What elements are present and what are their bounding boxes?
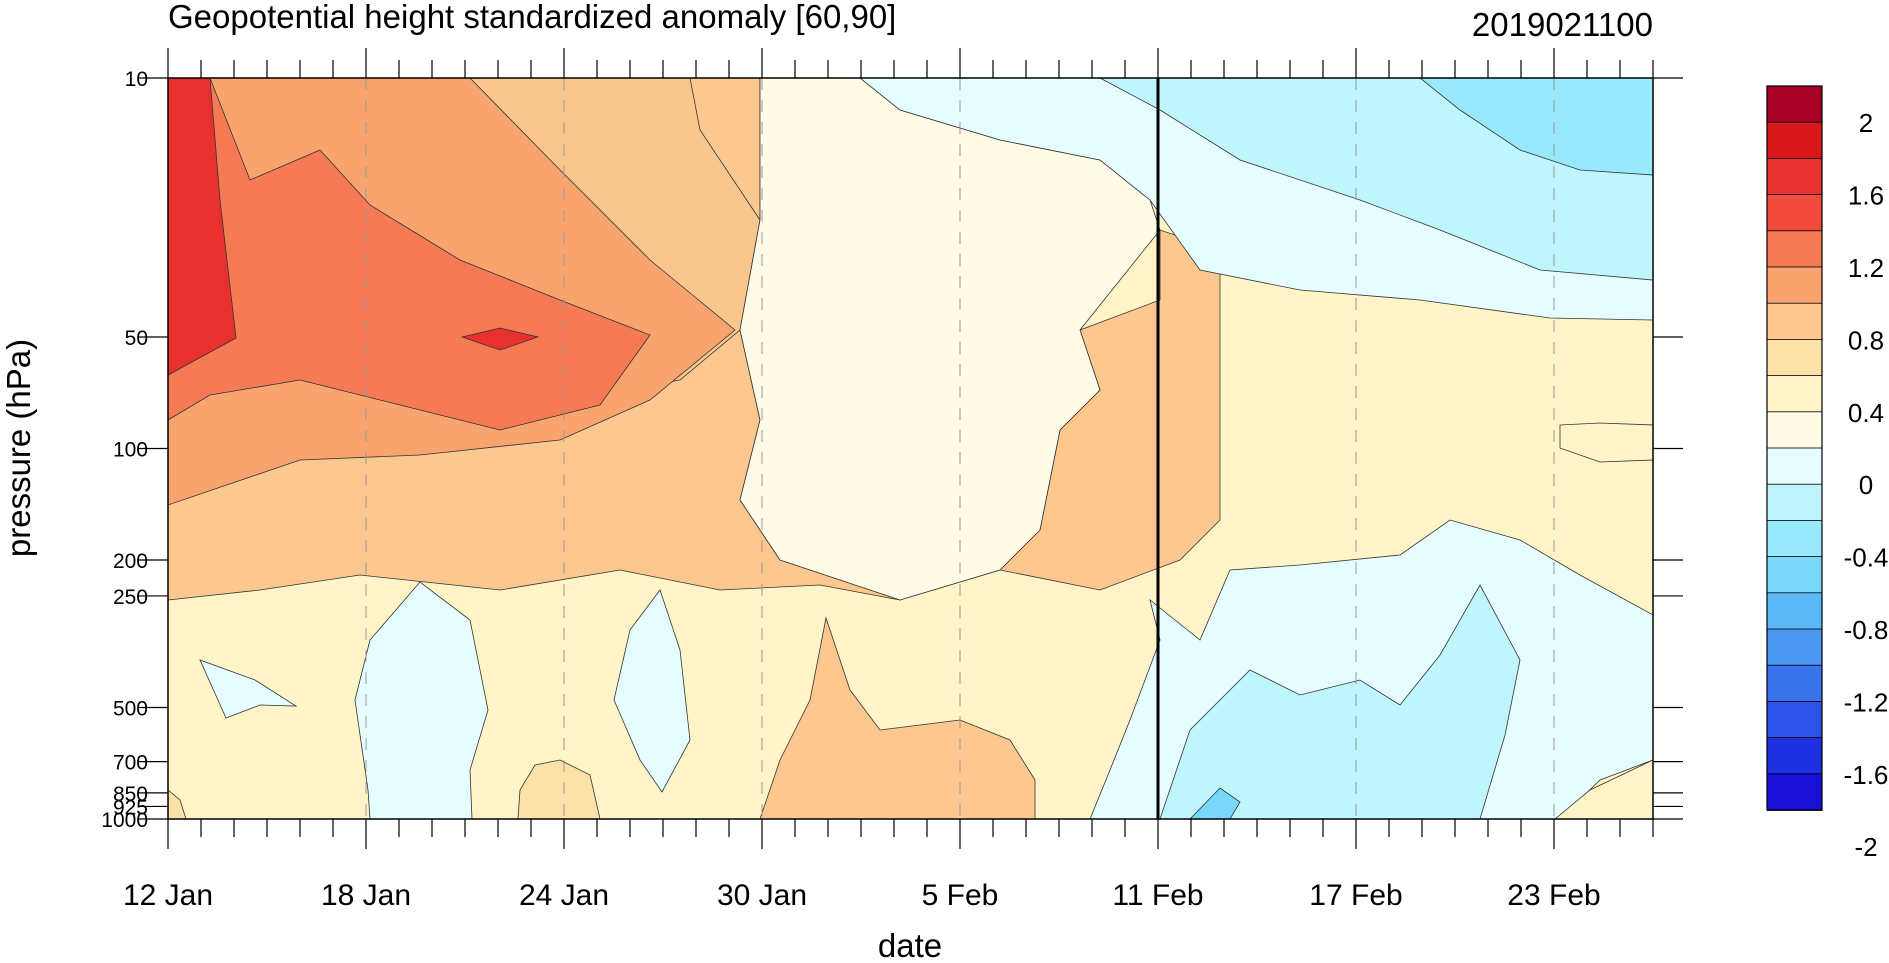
colorbar-label: -0.4 xyxy=(1844,543,1889,573)
colorbar-swatch xyxy=(1766,85,1823,124)
contour-region-pos-lower-left xyxy=(517,759,601,819)
contour-region-neg-lower-3 xyxy=(613,589,691,793)
colorbar-swatch xyxy=(1766,302,1823,341)
colorbar-label: -2 xyxy=(1854,832,1877,862)
contour-region-neg-0.6 xyxy=(1419,78,1653,176)
colorbar-swatch xyxy=(1766,773,1823,811)
colorbar-swatch xyxy=(1766,520,1823,558)
colorbar-swatch xyxy=(1766,556,1823,594)
y-axis-label: pressure (hPa) xyxy=(0,339,37,557)
contour-region-neg-lower-2 xyxy=(354,581,489,819)
contour-region-pos-lower-left2 xyxy=(168,789,187,819)
contour-region-1.6 xyxy=(168,78,237,376)
colorbar-swatch xyxy=(1766,737,1823,775)
y-tick-label: 100 xyxy=(113,439,148,462)
colorbar-swatch xyxy=(1766,628,1823,667)
colorbar-swatch xyxy=(1766,157,1823,196)
y-tick-label: 925 xyxy=(113,796,148,819)
y-tick-label: 50 xyxy=(125,327,148,350)
x-tick-label: 11 Feb xyxy=(1112,879,1203,912)
colorbar-swatch xyxy=(1766,483,1823,522)
y-tick-label: 1000 xyxy=(101,809,148,832)
contour-region-neg-lower-1 xyxy=(199,659,298,719)
colorbar-swatch xyxy=(1766,338,1823,377)
colorbar-label: -0.8 xyxy=(1844,615,1889,645)
contour-region-pos-lower-right xyxy=(1554,759,1653,819)
colorbar-frame xyxy=(1766,85,1823,811)
colorbar-swatch xyxy=(1766,194,1823,232)
colorbar-label: 1.6 xyxy=(1848,181,1884,211)
x-axis-label: date xyxy=(878,927,942,963)
contour-region-neg-lower-5 xyxy=(1159,584,1521,819)
x-tick-label: 17 Feb xyxy=(1309,879,1402,912)
chart-title: Geopotential height standardized anomaly… xyxy=(168,0,896,35)
colorbar-swatch xyxy=(1766,664,1823,703)
contour-region-neg-lower-6 xyxy=(1189,787,1241,819)
y-tick-label: 500 xyxy=(113,697,148,720)
colorbar-label: -1.2 xyxy=(1844,687,1889,717)
x-tick-label: 12 Jan xyxy=(123,879,213,912)
colorbar: 2 1.6 1.2 0.8 0.4 0 -0.4 -0.8 -1.2 -1.6 -2 xyxy=(1766,85,1889,862)
colorbar-swatch xyxy=(1766,230,1823,268)
colorbar-label: -1.6 xyxy=(1844,760,1889,790)
colorbar-label: 0.4 xyxy=(1848,398,1884,428)
colorbar-label: 0 xyxy=(1859,470,1873,500)
colorbar-swatch xyxy=(1766,375,1823,413)
y-tick-label: 200 xyxy=(113,550,148,573)
colorbar-label: 1.2 xyxy=(1848,253,1884,283)
y-tick-label: 250 xyxy=(113,586,148,609)
colorbar-swatch xyxy=(1766,266,1823,305)
plot-area xyxy=(168,78,1653,819)
y-tick-label: 850 xyxy=(113,783,148,806)
y-tick-label: 700 xyxy=(113,752,148,775)
colorbar-label: 0.8 xyxy=(1848,325,1884,355)
x-tick-label: 30 Jan xyxy=(717,879,807,912)
colorbar-swatch xyxy=(1766,411,1823,449)
contour-region-pos-lower-center xyxy=(759,616,1036,819)
colorbar-swatch xyxy=(1766,592,1823,630)
x-tick-label: 23 Feb xyxy=(1507,879,1600,912)
x-tick-label: 24 Jan xyxy=(519,879,609,912)
x-axis: 12 Jan 18 Jan 24 Jan 30 Jan 5 Feb 11 Feb 17 Fe… xyxy=(123,48,1654,912)
contour-region-1.2 xyxy=(168,78,651,431)
colorbar-swatch xyxy=(1766,447,1823,486)
x-tick-label: 5 Feb xyxy=(922,879,999,912)
colorbar-swatch xyxy=(1766,121,1823,160)
contour-region-pos-upper-right xyxy=(1559,422,1653,463)
y-tick-label: 10 xyxy=(125,68,148,91)
contour-region-1.6-small xyxy=(460,327,540,351)
x-tick-label: 18 Jan xyxy=(321,879,411,912)
date-label: 2019021100 xyxy=(1472,6,1653,43)
colorbar-swatch xyxy=(1766,701,1823,739)
colorbar-label: 2 xyxy=(1859,108,1873,138)
